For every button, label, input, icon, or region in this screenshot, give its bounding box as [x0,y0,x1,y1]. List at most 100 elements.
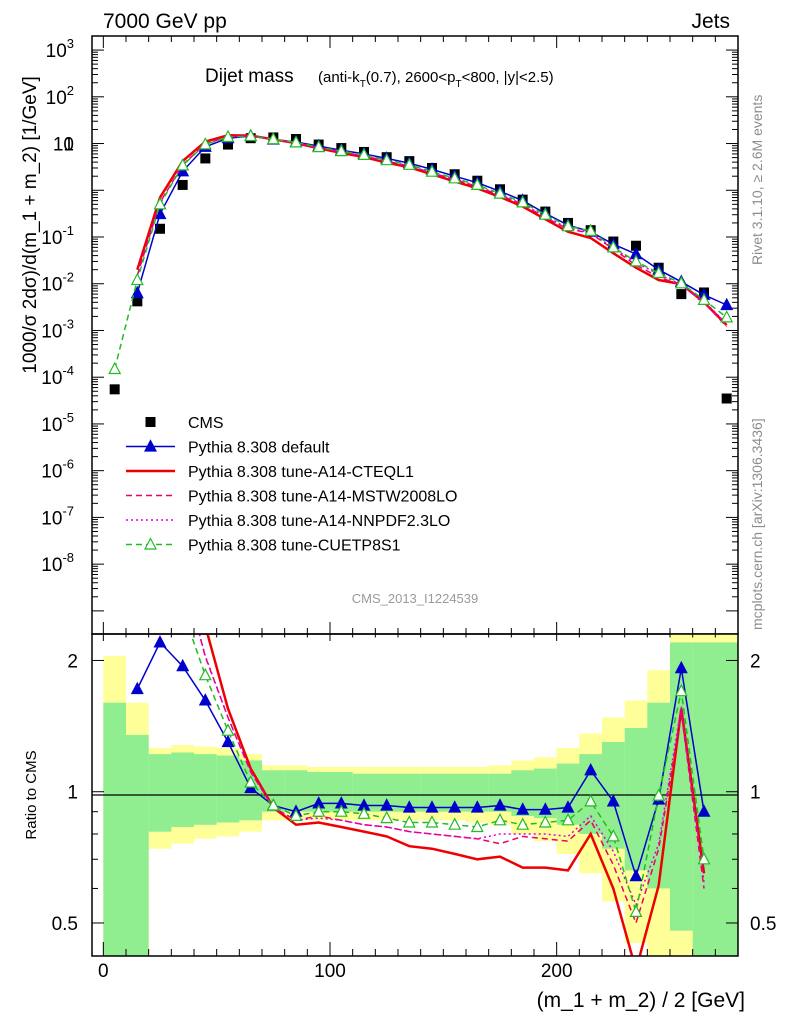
main-series-0-point [132,296,143,307]
ratio-series-0-point [221,734,235,748]
ratio-band-green [330,772,353,812]
ratio-band-green [103,702,126,956]
main-series-5-point [516,195,530,208]
ratio-series-0-point [538,802,552,815]
ratio-y-tick-label: 2 [67,651,78,672]
ratio-band-green [352,773,376,812]
legend-marker [144,439,157,452]
main-series-layer [108,128,734,404]
ratio-series-4-point [312,804,326,817]
ratio-series-0-point [176,658,190,672]
ratio-y-tick-label-right: 2 [750,651,761,672]
main-series-5-point [130,272,144,286]
ratio-series-0-point [448,800,462,813]
main-series-5-point [176,158,190,171]
main-y-tick-label: 10-5 [41,410,74,436]
ratio-band-green [398,773,421,812]
ratio-y-axis-label: Ratio to CMS [23,750,40,839]
ratio-series-4-point [244,775,258,788]
ratio-series-4-point [155,560,166,571]
ratio-panel-frame [91,633,739,957]
main-series-5-point [493,186,507,199]
ratio-series-4-point [561,813,575,826]
main-series-5-point [198,137,212,150]
legend-label: Pythia 8.308 tune-A14-MSTW2008LO [188,489,457,506]
ratio-series-4-point [629,904,643,918]
ratio-series-4-point [493,813,507,826]
ratio-series-3-line [198,634,705,907]
ratio-series-4-point [402,815,416,828]
main-series-5-point [153,197,167,210]
main-series-0-point [223,139,233,150]
main-series-5-point [674,276,688,289]
ratio-series-4-point [606,829,620,842]
ratio-series-0-point [130,681,144,695]
main-series-1-line [136,135,728,306]
main-series-5-point [380,152,394,166]
ratio-band-green [624,728,648,871]
main-series-0-point [155,223,165,234]
ratio-series-4-point [221,723,235,736]
ratio-series-4-point [289,808,303,822]
ratio-series-4-point [132,584,143,595]
ratio-band-green [284,770,308,812]
ratio-series-0-point [606,794,620,807]
main-series-5-point [652,265,666,279]
ratio-series-4-point [198,667,212,681]
ratio-bands-layer [103,634,738,956]
main-series-5-point [289,135,303,148]
legend-entry: Pythia 8.308 tune-A14-NNPDF2.3LO [126,513,450,530]
ratio-series-0-point [198,693,212,706]
main-y-tick-label: 10-4 [41,363,74,389]
legend-marker [144,537,157,550]
ratio-band-green [511,770,534,816]
main-series-0-point [676,289,687,300]
ratio-series-4-point [674,683,688,697]
side-label-bottom: mcplots.cern.ch [arXiv:1306.3436] [749,418,765,630]
header-left: 7000 GeV pp [103,10,227,33]
x-axis-label: (m_1 + m_2) / 2 [GeV] [537,989,745,1012]
main-series-5-point [425,164,439,177]
legend-label: Pythia 8.308 tune-A14-CTEQL1 [188,464,414,481]
main-series-5-point [470,177,484,190]
legend-marker [145,417,156,427]
main-series-5-point [266,131,280,145]
legend-entry: Pythia 8.308 tune-A14-MSTW2008LO [126,489,457,506]
ratio-band-green [171,752,194,827]
main-plot-title-detail: (anti-kT(0.7), 2600<pT<800, |y|<2.5) [318,69,554,90]
main-series-1-point [130,285,144,299]
x-tick-label: 200 [541,961,573,982]
legend-label: Pythia 8.308 tune-A14-NNPDF2.3LO [188,513,450,530]
main-y-tick-label: 10-7 [41,503,74,529]
main-axes: 103 102 101 10-1 10-2 10-3 10-4 10-5 10-6 10-7 10-… [41,35,738,634]
header-right: Jets [691,10,730,33]
main-series-5-point [584,223,598,236]
ratio-band-green [375,773,398,812]
title-main: Dijet mass [205,66,294,87]
main-series-0-point [200,153,211,164]
main-y-tick-label: 10-6 [41,457,74,483]
ratio-band-green [534,768,557,819]
main-series-0-point [109,384,120,395]
ratio-series-0-point [402,800,416,813]
ratio-series-0-point [425,800,439,813]
main-series-0-point [721,393,732,404]
ratio-series-0-point [584,763,598,776]
ratio-series-4-point [177,605,188,616]
ratio-y-tick-label-right: 1 [750,783,761,804]
main-series-5-point [221,129,235,143]
ratio-band-green [692,642,716,956]
ratio-band-green [488,773,512,812]
ratio-series-0-point [380,798,394,811]
legend-label: CMS [188,415,224,432]
ratio-series-4-point [425,815,439,828]
legend-label: Pythia 8.308 tune-CUETP8S1 [188,538,401,555]
main-series-5-point [448,171,462,184]
ratio-series-4-point [470,819,484,833]
main-series-5-point [697,292,711,305]
ratio-series-4-point [697,852,711,865]
ratio-band-green [556,763,580,825]
ratio-series-4-point [109,598,120,609]
ratio-band-green [194,754,217,825]
